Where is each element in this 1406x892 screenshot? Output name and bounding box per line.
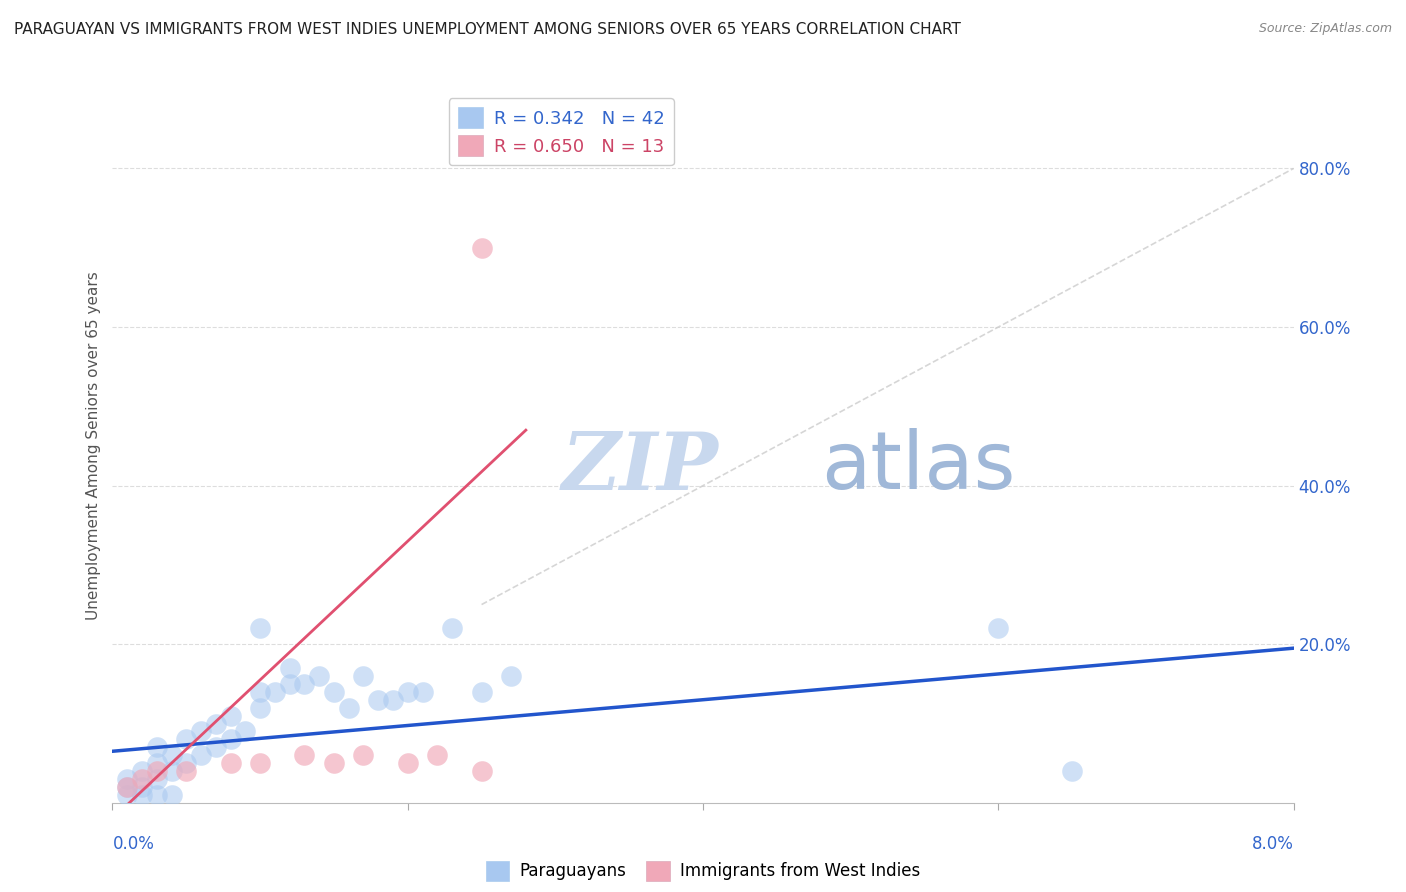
- Text: PARAGUAYAN VS IMMIGRANTS FROM WEST INDIES UNEMPLOYMENT AMONG SENIORS OVER 65 YEA: PARAGUAYAN VS IMMIGRANTS FROM WEST INDIE…: [14, 22, 960, 37]
- Legend: Paraguayans, Immigrants from West Indies: Paraguayans, Immigrants from West Indies: [479, 855, 927, 888]
- Point: [352, 748, 374, 763]
- Point: [146, 756, 169, 771]
- Point: [412, 685, 434, 699]
- Point: [160, 748, 183, 763]
- Point: [471, 764, 494, 778]
- Point: [131, 772, 153, 786]
- Point: [131, 764, 153, 778]
- Point: [174, 764, 197, 778]
- Point: [249, 700, 271, 714]
- Point: [117, 780, 138, 794]
- Point: [352, 669, 374, 683]
- Point: [117, 780, 138, 794]
- Point: [441, 621, 464, 635]
- Point: [131, 780, 153, 794]
- Point: [233, 724, 256, 739]
- Point: [278, 661, 301, 675]
- Point: [205, 716, 228, 731]
- Y-axis label: Unemployment Among Seniors over 65 years: Unemployment Among Seniors over 65 years: [86, 272, 101, 620]
- Point: [190, 748, 212, 763]
- Point: [219, 708, 242, 723]
- Point: [205, 740, 228, 755]
- Point: [501, 669, 523, 683]
- Point: [174, 756, 197, 771]
- Point: [323, 685, 346, 699]
- Point: [292, 677, 315, 691]
- Point: [146, 740, 169, 755]
- Point: [117, 772, 138, 786]
- Point: [323, 756, 346, 771]
- Point: [249, 685, 271, 699]
- Text: 0.0%: 0.0%: [112, 835, 155, 853]
- Point: [249, 756, 271, 771]
- Point: [426, 748, 449, 763]
- Point: [471, 685, 494, 699]
- Point: [987, 621, 1010, 635]
- Text: Source: ZipAtlas.com: Source: ZipAtlas.com: [1258, 22, 1392, 36]
- Point: [249, 621, 271, 635]
- Point: [146, 788, 169, 802]
- Point: [131, 788, 153, 802]
- Point: [219, 756, 242, 771]
- Point: [190, 724, 212, 739]
- Point: [382, 692, 405, 706]
- Point: [308, 669, 330, 683]
- Point: [367, 692, 389, 706]
- Point: [264, 685, 287, 699]
- Point: [117, 788, 138, 802]
- Text: 8.0%: 8.0%: [1251, 835, 1294, 853]
- Point: [292, 748, 315, 763]
- Point: [278, 677, 301, 691]
- Point: [337, 700, 360, 714]
- Point: [219, 732, 242, 747]
- Point: [174, 732, 197, 747]
- Point: [396, 756, 419, 771]
- Point: [146, 772, 169, 786]
- Point: [1062, 764, 1084, 778]
- Point: [160, 788, 183, 802]
- Point: [146, 764, 169, 778]
- Text: atlas: atlas: [821, 428, 1015, 507]
- Text: ZIP: ZIP: [561, 429, 718, 506]
- Point: [396, 685, 419, 699]
- Point: [471, 241, 494, 255]
- Point: [160, 764, 183, 778]
